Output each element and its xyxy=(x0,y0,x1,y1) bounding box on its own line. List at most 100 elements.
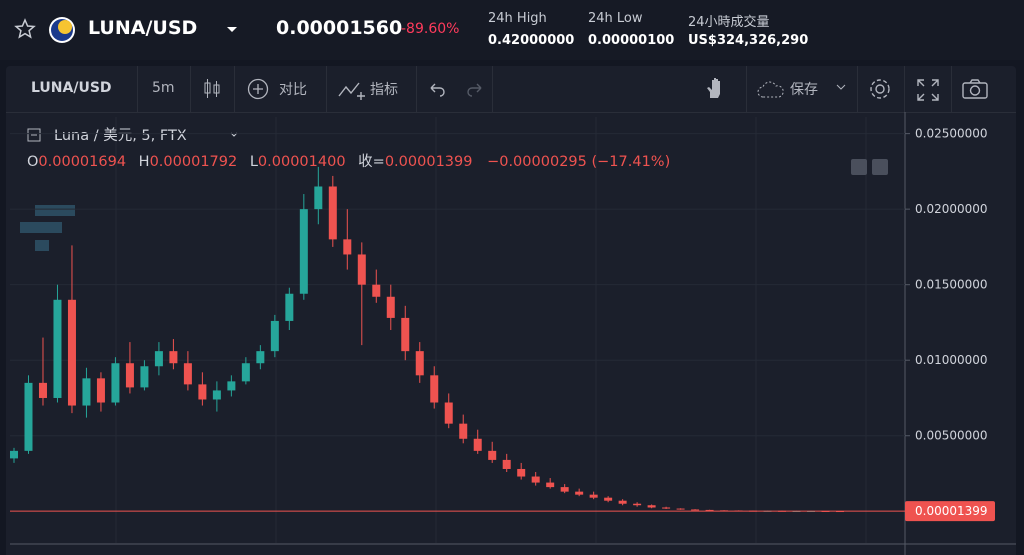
candle-body xyxy=(183,363,192,385)
candle-body xyxy=(459,423,468,439)
candle-body xyxy=(618,500,627,504)
candle-body xyxy=(328,186,337,240)
candle-body xyxy=(517,468,526,477)
y-tick-label: 0.02500000 xyxy=(915,127,988,141)
candle-body xyxy=(227,381,236,391)
candle-body xyxy=(285,293,294,321)
candle-body xyxy=(125,363,134,388)
separator xyxy=(190,66,191,112)
indicators-icon[interactable] xyxy=(338,78,366,102)
snapshot-icon[interactable] xyxy=(961,78,989,100)
candle-body xyxy=(343,239,352,255)
cloud-icon[interactable] xyxy=(756,80,788,100)
candle-body xyxy=(488,450,497,460)
y-tick-label: 0.00500000 xyxy=(915,429,988,443)
low-label: 24h Low xyxy=(588,11,643,26)
value: 0.00001694 xyxy=(38,154,126,170)
candle-body xyxy=(154,351,163,367)
high-value: 0.42000000 xyxy=(488,33,575,48)
label: H xyxy=(139,154,150,170)
separator xyxy=(137,66,138,112)
label: 收= xyxy=(358,153,385,170)
scroll-button[interactable] xyxy=(872,159,888,175)
candle-body xyxy=(372,284,381,297)
candle-body xyxy=(82,378,91,406)
indicators-button[interactable]: 指标 xyxy=(370,82,398,98)
candle-body xyxy=(430,375,439,403)
candle-body xyxy=(531,476,540,483)
candle-body xyxy=(589,494,598,498)
candle-body xyxy=(604,497,613,501)
label: L xyxy=(250,154,258,170)
candle-body xyxy=(256,351,265,364)
candle-body xyxy=(314,186,323,210)
candle-body xyxy=(647,505,656,508)
legend-collapse[interactable] xyxy=(27,128,41,142)
volume-value: US$324,326,290 xyxy=(688,33,809,48)
undo-redo[interactable] xyxy=(427,80,487,98)
drawing-placeholders xyxy=(20,205,75,251)
hand-icon[interactable] xyxy=(704,76,726,100)
scroll-button[interactable] xyxy=(851,159,867,175)
last-price-tag xyxy=(905,501,995,522)
candle-body xyxy=(96,378,105,403)
legend-title: Luna / 美元, 5, FTX xyxy=(54,127,187,144)
chart-panel xyxy=(6,66,1016,555)
header-bar xyxy=(0,0,1024,60)
legend-ohlc: O0.00001694 H0.00001792 L0.00001400 收=0.… xyxy=(27,153,670,170)
volume-label: 24小時成交量 xyxy=(688,15,770,30)
vertical-grid xyxy=(115,117,867,543)
candle-body xyxy=(560,487,569,492)
candle-body xyxy=(633,503,642,506)
candle-body xyxy=(299,209,308,294)
candle-body xyxy=(502,459,511,469)
fullscreen-icon[interactable] xyxy=(916,78,940,102)
y-tick-label: 0.02000000 xyxy=(915,202,988,216)
candle-body xyxy=(662,507,671,509)
change: −0.00000295 (−17.41%) xyxy=(487,154,670,170)
candle-body xyxy=(546,482,555,488)
candle-body xyxy=(386,296,395,318)
separator xyxy=(951,66,952,112)
value: 0.00001792 xyxy=(150,154,238,170)
separator xyxy=(492,66,493,112)
save-dropdown[interactable] xyxy=(836,84,846,92)
candle-body xyxy=(473,438,482,451)
candle-body xyxy=(241,363,250,382)
candle-body xyxy=(67,299,76,406)
luna-logo xyxy=(49,17,75,43)
value: 0.00001400 xyxy=(258,154,346,170)
low-value: 0.00000100 xyxy=(588,33,675,48)
candle-body xyxy=(198,384,207,400)
compare-button[interactable]: 对比 xyxy=(279,82,307,98)
last-price-label: 0.00001399 xyxy=(915,504,988,518)
candle-body xyxy=(676,508,685,510)
candle-body xyxy=(212,390,221,400)
favorite-star[interactable] xyxy=(14,18,36,40)
candle-body xyxy=(691,509,700,511)
candle-body xyxy=(415,351,424,376)
candle-body xyxy=(10,450,18,459)
high-label: 24h High xyxy=(488,11,547,26)
separator xyxy=(904,66,905,112)
candle-body xyxy=(575,491,584,495)
save-button[interactable]: 保存 xyxy=(790,82,818,98)
candle-body xyxy=(401,317,410,352)
settings-icon[interactable] xyxy=(867,76,893,102)
candle-body xyxy=(111,363,120,403)
separator xyxy=(857,66,858,112)
compare-icon[interactable] xyxy=(247,78,269,100)
y-tick-label: 0.01000000 xyxy=(915,353,988,367)
candle-body xyxy=(705,509,714,511)
candle-body xyxy=(53,299,62,398)
interval[interactable]: 5m xyxy=(152,80,175,96)
symbol-dropdown[interactable] xyxy=(226,26,238,34)
chart-type-icon[interactable] xyxy=(202,77,222,101)
label: O xyxy=(27,154,38,170)
candle-body xyxy=(444,402,453,424)
toolbar-symbol[interactable]: LUNA/USD xyxy=(31,80,112,96)
value: 0.00001399 xyxy=(385,154,473,170)
candle-body xyxy=(169,351,178,364)
